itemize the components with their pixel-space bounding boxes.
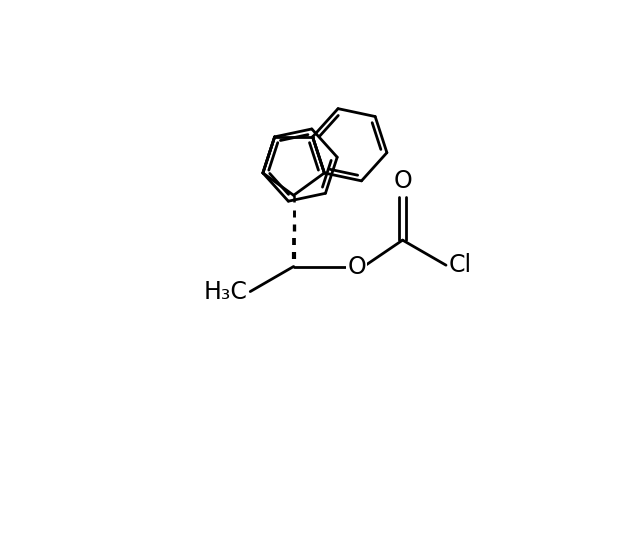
Text: Cl: Cl (449, 253, 472, 277)
Text: H₃C: H₃C (204, 279, 248, 304)
Text: O: O (348, 254, 366, 279)
Text: O: O (393, 168, 412, 192)
